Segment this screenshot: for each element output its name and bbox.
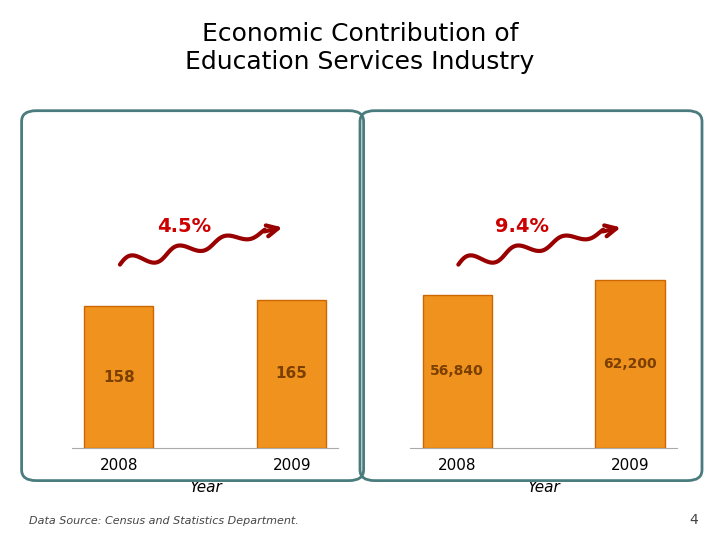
X-axis label: Year: Year <box>527 480 560 495</box>
Text: 56,840: 56,840 <box>431 364 484 379</box>
Bar <box>423 295 492 448</box>
Y-axis label: Employment
(Number): Employment (Number) <box>0 269 15 357</box>
Bar <box>257 300 326 448</box>
Bar <box>595 280 665 448</box>
Text: 4: 4 <box>690 512 698 526</box>
Text: Data Source: Census and Statistics Department.: Data Source: Census and Statistics Depar… <box>29 516 299 526</box>
Text: 4.5%: 4.5% <box>157 217 211 237</box>
Y-axis label: Value Added
HK$ (Bn): Value Added HK$ (Bn) <box>0 270 15 356</box>
Bar <box>84 306 153 448</box>
Text: Economic Contribution of
Education Services Industry: Economic Contribution of Education Servi… <box>185 22 535 75</box>
Text: 158: 158 <box>103 369 135 384</box>
Text: 165: 165 <box>276 367 307 381</box>
X-axis label: Year: Year <box>189 480 222 495</box>
Text: 62,200: 62,200 <box>603 357 657 371</box>
Text: 9.4%: 9.4% <box>495 217 549 237</box>
